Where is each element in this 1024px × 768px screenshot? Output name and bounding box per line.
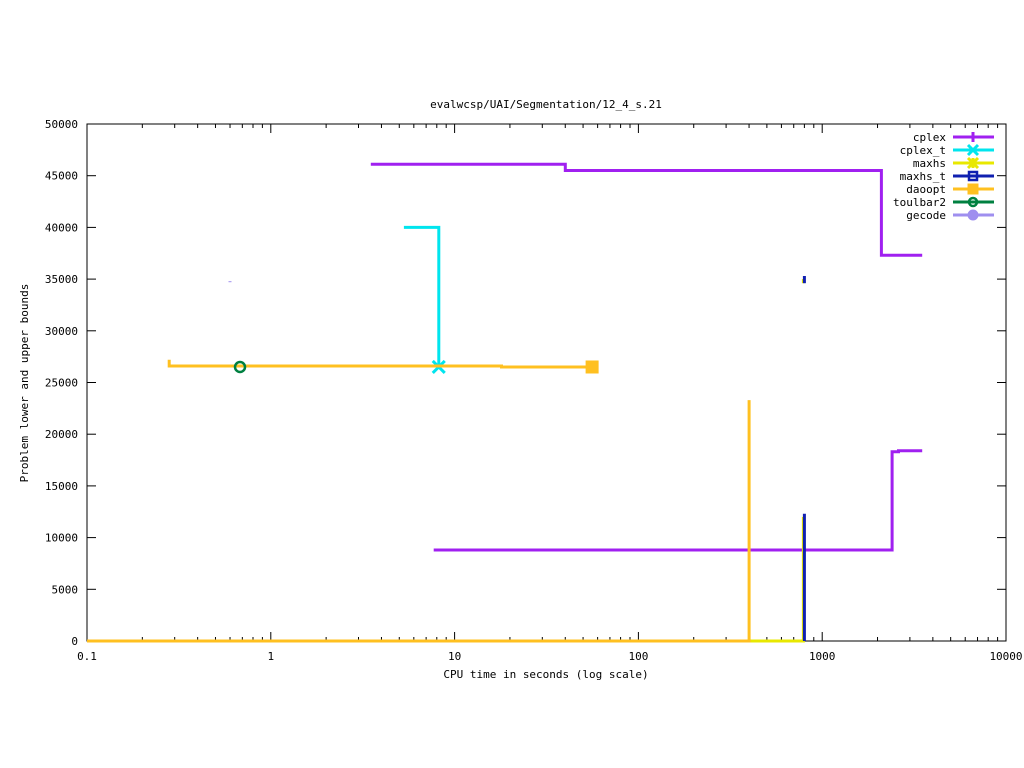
- series-layer: [87, 162, 923, 643]
- legend-marker: [966, 156, 980, 170]
- legend-label: maxhs: [913, 157, 946, 170]
- x-tick-label: 1000: [809, 650, 836, 663]
- series-cplex: [370, 162, 923, 552]
- series-toulbar2: [233, 360, 247, 374]
- legend-item: cplex: [913, 131, 994, 144]
- y-tick-label: 35000: [45, 273, 78, 286]
- series-cplex-t: [403, 225, 446, 375]
- legend-label: cplex_t: [900, 144, 946, 157]
- legend-item: gecode: [906, 209, 994, 222]
- series-maxhs: [87, 279, 805, 643]
- legend-marker: [967, 196, 979, 208]
- x-axis-label: CPU time in seconds (log scale): [443, 668, 648, 681]
- legend-marker: [968, 132, 978, 142]
- y-axis-label: Problem lower and upper bounds: [18, 284, 31, 483]
- x-tick-label: 0.1: [77, 650, 97, 663]
- series-line-cplex-t: [403, 225, 441, 367]
- legend-label: daoopt: [906, 183, 946, 196]
- legend-item: toulbar2: [893, 196, 994, 209]
- legend-label: cplex: [913, 131, 946, 144]
- series-line-maxhs: [87, 516, 805, 643]
- legend-marker: [967, 183, 979, 195]
- legend-marker: [966, 143, 980, 157]
- legend-label: maxhs_t: [900, 170, 946, 183]
- y-tick-label: 30000: [45, 325, 78, 338]
- y-tick-label: 15000: [45, 480, 78, 493]
- legend-item: maxhs_t: [900, 170, 994, 183]
- legend-item: cplex_t: [900, 143, 994, 157]
- series-line-cplex: [433, 449, 923, 552]
- legend: cplexcplex_tmaxhsmaxhs_tdaoopttoulbar2ge…: [893, 131, 994, 222]
- x-tick-label: 10: [448, 650, 461, 663]
- legend-item: daoopt: [906, 183, 994, 196]
- series-line-daoopt: [167, 359, 593, 369]
- x-tick-label: 1: [267, 650, 274, 663]
- data-point-toulbar2: [233, 360, 247, 374]
- series-line-cplex: [370, 162, 923, 257]
- series-daoopt: [87, 359, 751, 643]
- legend-marker: [967, 170, 979, 182]
- x-tick-label: 10000: [989, 650, 1022, 663]
- y-tick-label: 5000: [52, 583, 79, 596]
- y-tick-label: 20000: [45, 428, 78, 441]
- y-tick-label: 40000: [45, 221, 78, 234]
- legend-label: toulbar2: [893, 196, 946, 209]
- y-tick-label: 10000: [45, 532, 78, 545]
- x-tick-label: 100: [628, 650, 648, 663]
- y-axis: 0 5000 10000 15000 20000 25000 30000 35000 40000…: [45, 118, 1006, 648]
- y-tick-label: 0: [71, 635, 78, 648]
- y-tick-label: 25000: [45, 377, 78, 390]
- legend-label: gecode: [906, 209, 946, 222]
- legend-marker: [967, 209, 979, 221]
- y-tick-label: 50000: [45, 118, 78, 131]
- legend-item: maxhs: [913, 156, 994, 170]
- data-point-daoopt: [585, 360, 599, 374]
- series-line-daoopt: [87, 400, 751, 643]
- plot-frame: [86, 123, 1007, 642]
- y-tick-label: 45000: [45, 170, 78, 183]
- chart-title: evalwcsp/UAI/Segmentation/12_4_s.21: [430, 98, 662, 111]
